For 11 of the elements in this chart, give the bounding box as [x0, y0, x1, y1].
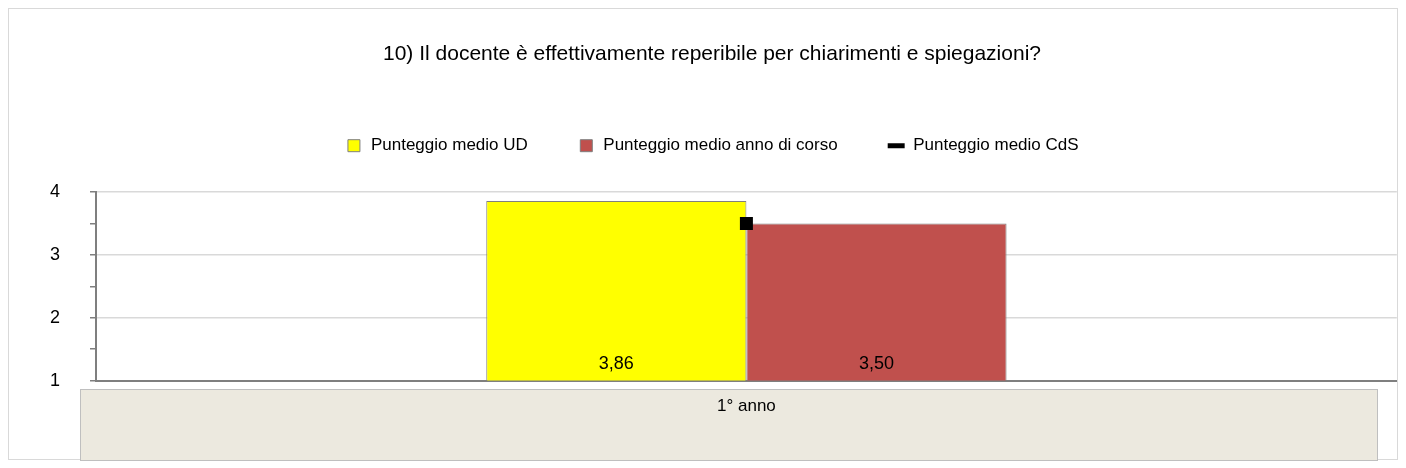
y-tick-label: 1 [50, 369, 61, 390]
x-tick-label: 1° anno [717, 396, 776, 416]
legend-label: Punteggio medio CdS [913, 135, 1079, 155]
y-tick-label: 4 [50, 181, 61, 202]
legend-label: Punteggio medio UD [370, 135, 528, 155]
data-label: 3,50 [858, 352, 895, 373]
legend-label: Punteggio medio anno di corso [603, 135, 838, 155]
chart-title: 10) Il docente è effettivamente reperibile per chiarimenti e spiegazioni? [383, 41, 1041, 65]
y-tick-label: 2 [50, 306, 61, 327]
data-label: 3,86 [598, 352, 634, 373]
y-tick-label: 3 [50, 243, 61, 264]
